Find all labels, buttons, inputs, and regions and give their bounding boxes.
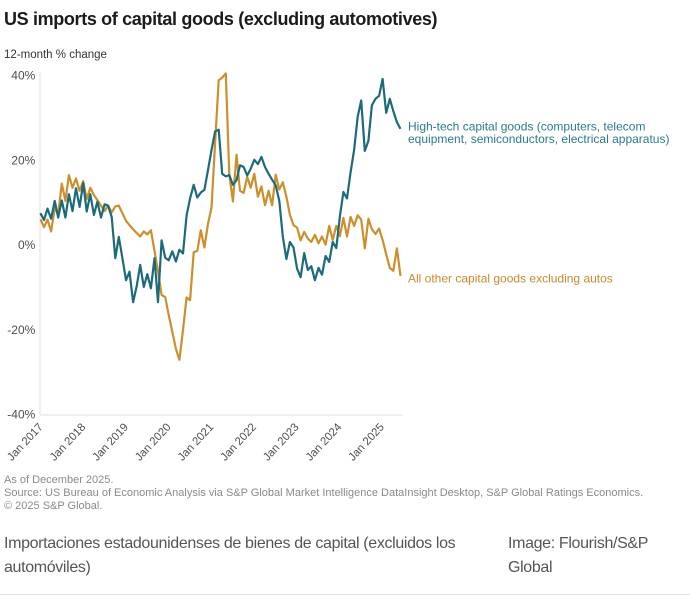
svg-text:Jan 2020: Jan 2020 <box>133 421 173 463</box>
svg-text:High-tech capital goods (compu: High-tech capital goods (computers, tele… <box>408 120 645 134</box>
svg-text:Jan 2018: Jan 2018 <box>48 421 88 463</box>
svg-text:0%: 0% <box>18 238 36 252</box>
svg-text:Jan 2022: Jan 2022 <box>219 421 259 463</box>
svg-text:-40%: -40% <box>7 408 35 422</box>
svg-text:Jan 2024: Jan 2024 <box>304 421 344 463</box>
svg-text:Jan 2021: Jan 2021 <box>176 421 216 463</box>
svg-text:40%: 40% <box>11 69 35 83</box>
svg-text:Jan 2019: Jan 2019 <box>91 421 131 463</box>
svg-text:Jan 2017: Jan 2017 <box>5 421 45 463</box>
svg-text:All other capital goods exclud: All other capital goods excluding autos <box>408 272 613 286</box>
svg-text:20%: 20% <box>11 153 35 167</box>
svg-text:equipment, semiconductors, ele: equipment, semiconductors, electrical ap… <box>408 132 669 146</box>
svg-text:Jan 2023: Jan 2023 <box>261 421 301 463</box>
svg-text:-20%: -20% <box>7 323 35 337</box>
svg-text:Jan 2025: Jan 2025 <box>346 421 386 463</box>
